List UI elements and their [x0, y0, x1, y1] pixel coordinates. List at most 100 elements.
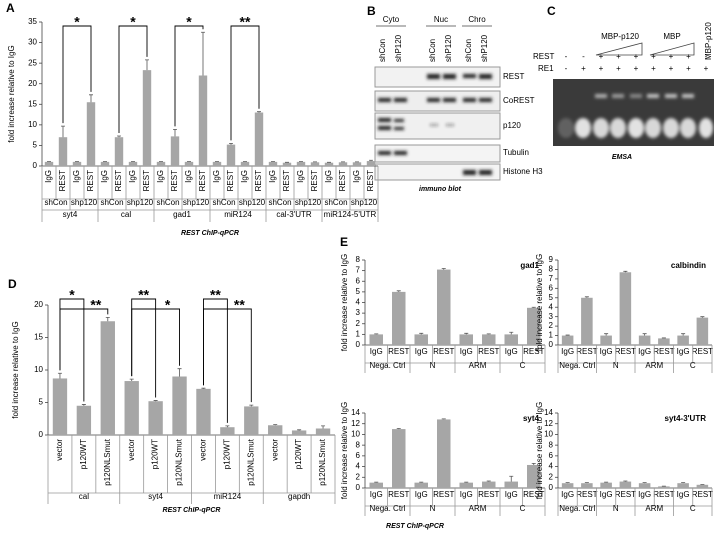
emsa-caption: EMSA: [612, 154, 632, 161]
error-bar: [249, 404, 254, 407]
category-label: REST: [653, 347, 674, 356]
sign: -: [565, 52, 568, 61]
subgroup-label: shp120: [351, 198, 378, 207]
significance-bracket: [131, 308, 180, 377]
group-label: gad1: [173, 210, 191, 219]
y-tick-label: 6: [549, 283, 554, 292]
significance-bracket: [118, 25, 148, 133]
protein-label: Tubulin: [503, 148, 529, 157]
category-label: vector: [199, 439, 208, 461]
bar: [504, 334, 518, 345]
category-label: IgG: [600, 347, 613, 356]
error-bar: [531, 306, 536, 308]
group-label: N: [613, 361, 619, 370]
panel-label: A: [6, 1, 15, 15]
bar: [369, 334, 383, 345]
y-tick-label: 20: [28, 79, 37, 88]
bar: [100, 161, 110, 166]
error-bar: [419, 332, 424, 335]
y-tick-label: 5: [356, 287, 361, 296]
y-tick-label: 6: [356, 276, 361, 285]
error-bar: [153, 400, 158, 402]
error-bar: [145, 59, 149, 71]
chart-title: gad1: [520, 261, 539, 270]
bar: [352, 162, 362, 166]
error-bar: [173, 128, 177, 137]
significance-bracket: [230, 25, 260, 141]
bar: [52, 378, 68, 435]
category-label: IgG: [677, 490, 690, 499]
group-label: Nega. Ctrl: [559, 504, 595, 513]
error-bar: [464, 332, 469, 335]
lane-label: shP120: [444, 34, 453, 62]
category-label: REST: [58, 170, 67, 191]
lane-label: shCon: [464, 39, 473, 62]
x-axis-label: REST ChIP-qPCR: [163, 507, 221, 514]
sign: +: [616, 52, 621, 61]
bar: [254, 112, 264, 166]
significance-label: **: [138, 287, 149, 303]
fraction-label: Cyto: [383, 15, 400, 24]
y-tick-label: 8: [549, 440, 554, 449]
bar: [677, 335, 689, 345]
bar: [240, 161, 250, 166]
bar: [324, 162, 334, 166]
category-label: REST: [692, 490, 713, 499]
y-tick-label: 2: [549, 321, 554, 330]
error-bar: [681, 333, 686, 336]
category-label: REST: [142, 170, 151, 191]
group-label: ARM: [469, 504, 487, 513]
group-label: ARM: [469, 361, 487, 370]
protein-label: CoREST: [503, 96, 535, 105]
error-bar: [700, 316, 705, 318]
blot-caption: immuno blot: [419, 186, 462, 193]
blot-strip: [374, 163, 501, 181]
error-bar: [396, 290, 401, 292]
y-tick-label: 20: [34, 300, 43, 309]
bar: [338, 162, 348, 166]
sign: -: [565, 64, 568, 73]
y-tick-label: 8: [356, 440, 361, 449]
significance-label: **: [90, 297, 101, 313]
error-bar: [419, 481, 424, 483]
category-label: p120WT: [79, 439, 88, 469]
gel-bands: [558, 94, 713, 138]
error-bar: [681, 482, 686, 484]
error-bar: [297, 429, 302, 431]
error-bar: [642, 482, 647, 484]
y-tick-label: 8: [356, 255, 361, 264]
panel-label: E: [340, 235, 348, 249]
category-label: p120NLSmut: [318, 438, 327, 485]
blot: Cyto Nuc Chro REST CoREST p120 Tubulin H…: [374, 15, 543, 193]
category-label: REST: [170, 170, 179, 191]
error-bar: [321, 425, 326, 429]
bar: [581, 483, 593, 488]
category-label: REST: [653, 490, 674, 499]
group-label: cal: [79, 492, 89, 501]
sign: -: [705, 52, 708, 61]
bar: [58, 137, 68, 166]
y-tick-label: 1: [356, 329, 361, 338]
protein-label: p120: [503, 121, 521, 130]
y-tick-label: 25: [28, 58, 37, 67]
x-axis-label: REST ChIP-qPCR: [181, 230, 239, 237]
category-label: REST: [523, 347, 544, 356]
category-label: REST: [310, 170, 319, 191]
error-bar: [584, 296, 589, 298]
y-tick-label: 15: [28, 99, 37, 108]
bar: [44, 161, 54, 166]
category-label: IgG: [561, 347, 574, 356]
bar: [658, 486, 670, 488]
bar: [482, 334, 496, 345]
group-label: miR124-5'UTR: [324, 210, 377, 219]
y-tick-label: 0: [33, 161, 38, 170]
y-tick-label: 15: [34, 333, 43, 342]
bar: [72, 161, 82, 166]
protein-label: REST: [503, 72, 524, 81]
y-tick-label: 0: [356, 340, 361, 349]
y-tick-label: 3: [549, 312, 554, 321]
bands: [378, 74, 492, 175]
error-bar: [441, 418, 446, 420]
category-label: IgG: [600, 490, 613, 499]
